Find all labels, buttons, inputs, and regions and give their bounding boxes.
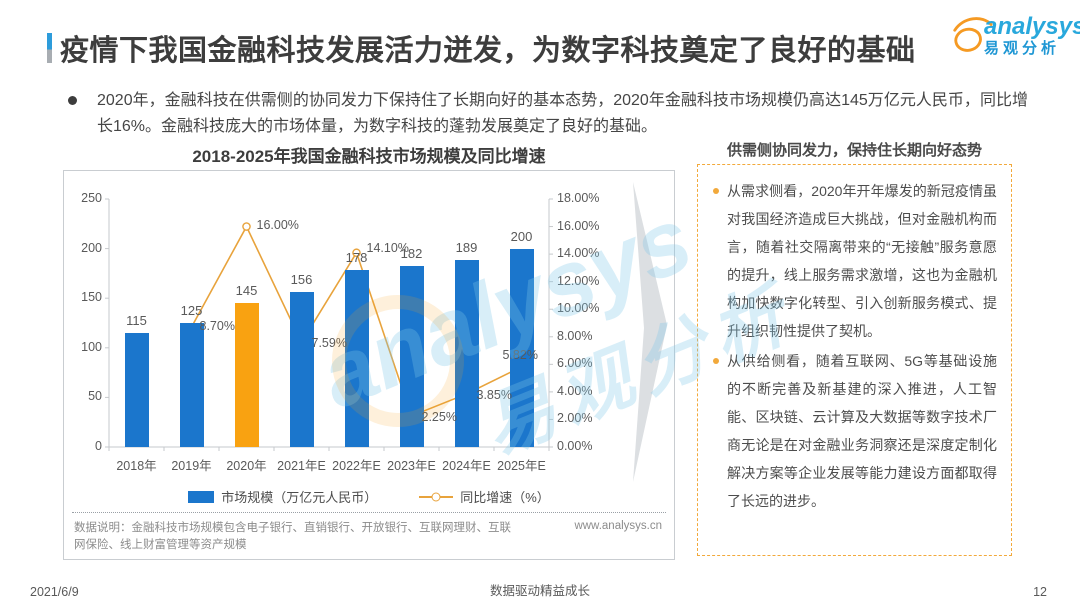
panel-bullet-list: 从需求侧看，2020年开年爆发的新冠疫情虽对我国经济造成巨大挑战，但对金融机构而…	[710, 177, 997, 515]
bullet-dot-icon	[713, 358, 719, 364]
left-axis-tick-label: 250	[81, 191, 102, 205]
market-size-bar	[234, 303, 259, 447]
footer-slogan: 数据驱动精益成长	[489, 584, 590, 598]
market-size-bar	[399, 266, 424, 447]
market-size-bar	[124, 332, 149, 447]
legend-bar-label: 市场规模（万亿元人民币）	[221, 490, 378, 505]
legend-line-label: 同比增速（%）	[460, 490, 550, 505]
bar-value-label: 145	[235, 283, 258, 299]
legend-item-growth: 同比增速（%）	[419, 487, 550, 506]
analysys-logo: analysys 易观分析	[948, 14, 1080, 56]
x-axis-category-label: 2025年E	[497, 459, 546, 473]
growth-rate-label: 3.85%	[476, 387, 512, 402]
growth-rate-label: 5.82%	[502, 347, 538, 362]
right-axis-tick-label: 8.00%	[557, 328, 593, 343]
right-axis-tick-label: 12.00%	[557, 273, 600, 288]
chart-legend: 市场规模（万亿元人民币） 同比增速（%）	[64, 487, 674, 506]
right-axis-tick-label: 0.00%	[557, 439, 593, 453]
right-axis-tick-label: 2.00%	[557, 411, 593, 426]
source-url: www.analysys.cn	[574, 520, 662, 532]
footer-page-number: 12	[1033, 585, 1047, 599]
bullet-dot-icon	[68, 96, 77, 105]
chart-container: 0 50 100 150 200 250 0.00% 2.00% 4.00% 6.00% 8.00%…	[63, 170, 675, 560]
growth-rate-label: 2.25%	[421, 410, 457, 424]
x-axis-category-label: 2021年E	[277, 459, 326, 473]
bar-value-label: 182	[400, 246, 423, 262]
chart-footnote: 数据说明：金融科技市场规模包含电子银行、直销银行、开放银行、互联网理财、互联网保…	[74, 522, 511, 551]
logo-swirl-icon	[953, 17, 993, 52]
x-axis-category-label: 2019年	[171, 459, 212, 473]
market-size-bar	[509, 248, 534, 447]
logo-brand-cn: 易观分析	[984, 39, 1061, 57]
panel-bullet-text: 从供给侧看，随着互联网、5G等基础设施的不断完善及新基建的深入推进，人工智能、区…	[727, 353, 997, 509]
page-title: 疫情下我国金融科技发展活力迸发，为数字科技奠定了良好的基础	[60, 35, 916, 67]
bar-value-label: 200	[510, 228, 533, 244]
logo-text: analysys 易观分析	[984, 12, 1080, 57]
right-axis-tick-label: 16.00%	[557, 218, 600, 233]
summary-text: 2020年，金融科技在供需侧的协同发力下保持住了长期向好的基本态势，2020年金…	[97, 92, 1028, 135]
title-accent-bar	[47, 33, 52, 63]
growth-rate-label: 16.00%	[256, 217, 299, 232]
x-axis-category-label: 2018年	[116, 459, 157, 473]
growth-rate-label: 7.59%	[311, 336, 347, 351]
x-axis-category-label: 2023年E	[387, 459, 436, 473]
bar-value-label: 189	[455, 239, 478, 255]
legend-line-swatch-icon	[419, 492, 454, 501]
market-size-bar	[179, 323, 204, 447]
market-size-bar	[289, 292, 314, 447]
footer-date: 2021/6/9	[30, 585, 79, 599]
summary-block: 2020年，金融科技在供需侧的协同发力下保持住了长期向好的基本态势，2020年金…	[68, 88, 1028, 140]
bar-value-label: 125	[180, 303, 203, 318]
bullet-dot-icon	[713, 188, 719, 194]
left-axis-tick-label: 0	[95, 439, 102, 453]
logo-brand-en: analysys	[984, 12, 1080, 40]
legend-item-market-size: 市场规模（万亿元人民币）	[188, 487, 377, 506]
market-size-bar	[454, 259, 479, 447]
bar-value-label: 115	[126, 312, 147, 328]
right-axis-tick-label: 4.00%	[557, 383, 593, 398]
x-axis-category-label: 2024年E	[442, 459, 491, 473]
right-axis-tick-label: 18.00%	[557, 191, 600, 205]
insight-panel: 从需求侧看，2020年开年爆发的新冠疫情虽对我国经济造成巨大挑战，但对金融机构而…	[697, 164, 1012, 556]
left-axis-tick-label: 50	[88, 389, 102, 404]
growth-rate-label: 8.70%	[199, 319, 235, 334]
legend-bar-swatch-icon	[188, 490, 215, 503]
left-axis-tick-label: 200	[81, 240, 102, 255]
x-axis-category-label: 2020年	[226, 459, 267, 473]
right-axis-tick-label: 14.00%	[557, 246, 600, 261]
panel-bullet-text: 从需求侧看，2020年开年爆发的新冠疫情虽对我国经济造成巨大挑战，但对金融机构而…	[727, 183, 997, 339]
footnote-divider	[72, 512, 666, 513]
panel-bullet: 从需求侧看，2020年开年爆发的新冠疫情虽对我国经济造成巨大挑战，但对金融机构而…	[710, 177, 997, 345]
panel-bullet: 从供给侧看，随着互联网、5G等基础设施的不断完善及新基建的深入推进，人工智能、区…	[710, 347, 997, 515]
plot-area: 0 50 100 150 200 250 0.00% 2.00% 4.00% 6.00% 8.00%…	[64, 171, 674, 559]
left-axis-tick-label: 150	[81, 290, 102, 305]
footnote-row: 数据说明：金融科技市场规模包含电子银行、直销银行、开放银行、互联网理财、互联网保…	[74, 520, 662, 554]
x-axis-category-label: 2022年E	[332, 459, 381, 473]
bar-value-label: 156	[290, 272, 313, 288]
bar-value-label: 178	[345, 250, 368, 266]
growth-rate-label: 14.10%	[366, 240, 409, 255]
chart-title: 2018-2025年我国金融科技市场规模及同比增速	[192, 147, 546, 166]
right-axis-tick-label: 10.00%	[557, 301, 600, 316]
panel-heading: 供需侧协同发力，保持住长期向好态势	[726, 142, 982, 159]
market-size-bar	[344, 270, 369, 447]
left-axis-tick-label: 100	[81, 339, 102, 354]
right-axis-tick-label: 6.00%	[557, 356, 593, 371]
